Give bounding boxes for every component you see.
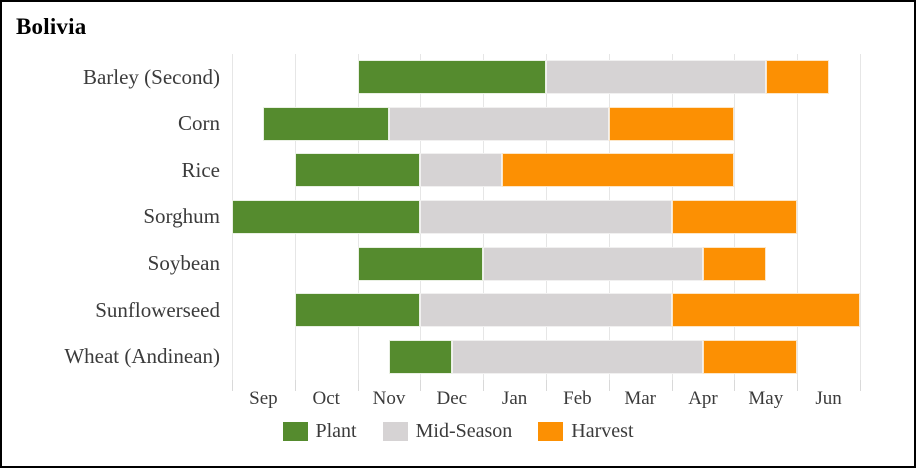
chart-row: Soybean bbox=[148, 240, 860, 287]
axis-tick bbox=[420, 380, 422, 391]
category-label: Sorghum bbox=[143, 204, 220, 229]
month-label: Oct bbox=[312, 388, 340, 409]
harvest-segment bbox=[765, 60, 829, 95]
gridline bbox=[860, 54, 861, 380]
legend-item-mid[interactable]: Mid-Season bbox=[382, 420, 513, 443]
month-label: Sep bbox=[249, 388, 278, 409]
month-label: Jun bbox=[815, 388, 842, 409]
category-label: Barley (Second) bbox=[82, 64, 220, 89]
chart-row: Corn bbox=[178, 101, 860, 148]
harvest-segment bbox=[502, 153, 735, 188]
legend-item-plant[interactable]: Plant bbox=[282, 420, 357, 443]
month-label: Apr bbox=[688, 388, 718, 409]
page-title: Bolivia bbox=[16, 14, 87, 39]
month-label: Jan bbox=[501, 388, 528, 409]
axis-tick bbox=[232, 380, 233, 391]
category-label: Wheat (Andinean) bbox=[64, 344, 220, 369]
legend-swatch-icon bbox=[282, 422, 308, 441]
axis-tick bbox=[546, 380, 547, 391]
month-label: Nov bbox=[372, 388, 406, 409]
mid-season-segment bbox=[420, 199, 672, 234]
mid-season-segment bbox=[389, 106, 609, 141]
mid-season-segment bbox=[546, 60, 766, 95]
category-label: Soybean bbox=[147, 251, 220, 276]
axis-tick bbox=[483, 380, 485, 391]
legend-label: Mid-Season bbox=[415, 420, 513, 442]
plant-segment bbox=[357, 60, 546, 95]
harvest-segment bbox=[671, 199, 798, 234]
legend-swatch-icon bbox=[538, 422, 564, 441]
chart-row: Barley (Second) bbox=[83, 54, 860, 101]
harvest-segment bbox=[703, 246, 766, 281]
month-label: Dec bbox=[436, 388, 468, 409]
plot-area: Barley (Second) Corn Rice Sorghum Soybean Sun… bbox=[64, 54, 861, 380]
gridline bbox=[797, 54, 799, 380]
legend-swatch-icon bbox=[382, 422, 408, 441]
axis-tick bbox=[357, 380, 359, 391]
month-label: Feb bbox=[563, 388, 592, 409]
x-axis: Sep Oct Nov Dec Jan Feb Mar Apr May Jun bbox=[232, 380, 861, 410]
chart-row: Sunflowerseed bbox=[95, 287, 860, 334]
harvest-segment bbox=[608, 106, 735, 141]
axis-tick bbox=[797, 380, 799, 391]
month-label: May bbox=[748, 388, 784, 409]
plant-segment bbox=[232, 199, 421, 234]
legend-label: Harvest bbox=[571, 420, 634, 442]
mid-season-segment bbox=[420, 153, 503, 188]
plant-segment bbox=[389, 339, 452, 374]
axis-tick bbox=[608, 380, 610, 391]
month-label: Mar bbox=[624, 388, 657, 409]
chart-row: Rice bbox=[182, 147, 860, 194]
legend-label: Plant bbox=[315, 420, 357, 442]
mid-season-segment bbox=[420, 293, 672, 328]
plant-segment bbox=[294, 153, 421, 188]
axis-tick bbox=[734, 380, 736, 391]
chart-legend: Plant Mid-Season Harvest bbox=[2, 420, 914, 443]
legend-item-harvest[interactable]: Harvest bbox=[538, 420, 634, 443]
axis-tick bbox=[860, 380, 861, 391]
plant-segment bbox=[357, 246, 484, 281]
plant-segment bbox=[294, 293, 421, 328]
category-label: Rice bbox=[181, 157, 220, 182]
chart-row: Sorghum bbox=[143, 194, 860, 241]
harvest-segment bbox=[671, 293, 860, 328]
chart-row: Wheat (Andinean) bbox=[64, 333, 860, 380]
harvest-segment bbox=[703, 339, 798, 374]
mid-season-segment bbox=[483, 246, 703, 281]
axis-tick bbox=[671, 380, 673, 391]
plant-segment bbox=[263, 106, 389, 141]
category-label: Sunflowerseed bbox=[95, 297, 220, 322]
category-label: Corn bbox=[178, 111, 220, 136]
mid-season-segment bbox=[451, 339, 703, 374]
axis-tick bbox=[294, 380, 296, 391]
